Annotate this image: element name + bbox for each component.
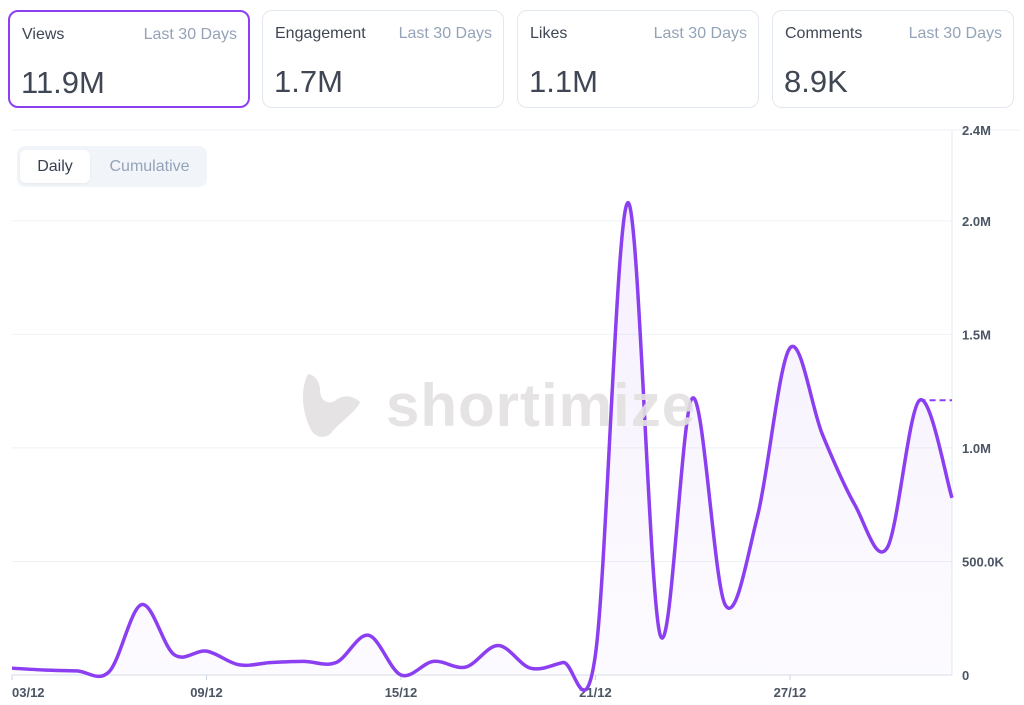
- metric-label: Likes: [530, 25, 568, 42]
- metric-card-comments[interactable]: Comments Last 30 Days 8.9K: [772, 10, 1014, 108]
- metric-card-engagement[interactable]: Engagement Last 30 Days 1.7M: [262, 10, 504, 108]
- x-tick-label: 03/12: [12, 685, 45, 700]
- view-mode-toggle: Daily Cumulative: [17, 146, 207, 187]
- y-tick-label: 0: [962, 668, 969, 683]
- toggle-daily[interactable]: Daily: [20, 150, 90, 183]
- metric-value: 8.9K: [784, 64, 848, 99]
- metric-period: Last 30 Days: [908, 25, 1002, 42]
- views-line: [11, 200, 954, 692]
- x-tick-label: 27/12: [774, 685, 807, 700]
- y-tick-label: 500.0K: [962, 554, 1005, 569]
- y-tick-label: 2.4M: [962, 123, 991, 138]
- shortimize-logo-icon: [302, 374, 360, 437]
- x-tick-label: 15/12: [385, 685, 418, 700]
- metric-value: 11.9M: [21, 65, 105, 100]
- y-tick-label: 2.0M: [962, 214, 991, 229]
- metric-card-likes[interactable]: Likes Last 30 Days 1.1M: [517, 10, 759, 108]
- watermark: shortimize: [300, 370, 696, 440]
- x-tick-label: 09/12: [190, 685, 223, 700]
- metric-period: Last 30 Days: [143, 26, 237, 43]
- y-tick-label: 1.0M: [962, 441, 991, 456]
- metric-label: Views: [22, 26, 65, 43]
- y-tick-label: 1.5M: [962, 327, 991, 342]
- metric-label: Engagement: [275, 25, 366, 42]
- metric-period: Last 30 Days: [653, 25, 747, 42]
- metric-period: Last 30 Days: [398, 25, 492, 42]
- metric-value: 1.7M: [274, 64, 343, 99]
- metric-value: 1.1M: [529, 64, 598, 99]
- metric-label: Comments: [785, 25, 863, 42]
- toggle-cumulative[interactable]: Cumulative: [109, 158, 190, 175]
- metric-card-views[interactable]: Views Last 30 Days 11.9M: [8, 10, 250, 108]
